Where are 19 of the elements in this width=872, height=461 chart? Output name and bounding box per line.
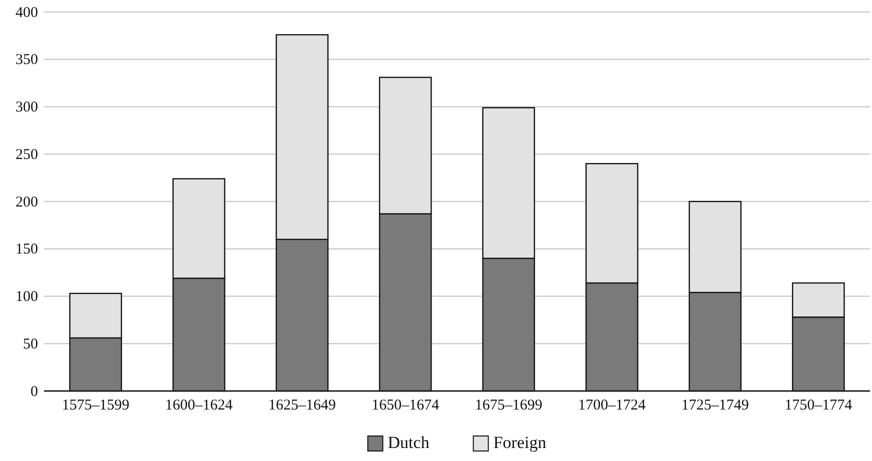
legend-label: Dutch [388,433,430,452]
y-tick-label: 200 [16,194,38,210]
y-tick-label: 0 [30,384,38,400]
y-tick-label: 250 [16,146,38,163]
y-tick-label: 100 [16,289,38,306]
x-tick-label: 1725–1749 [681,398,749,414]
y-tick-label: 400 [16,4,38,21]
y-tick-label: 350 [16,52,38,68]
y-tick-label: 300 [16,100,38,116]
x-tick-label: 1650–1674 [372,398,440,414]
x-tick-label: 1700–1724 [578,398,646,414]
x-tick-label: 1600–1624 [165,398,234,414]
legend-label: Foreign [493,433,547,452]
x-tick-label: 1575–1599 [62,398,130,414]
y-tick-label: 150 [16,242,38,258]
x-tick-label: 1675–1699 [474,398,542,414]
y-tick-label: 50 [23,336,38,352]
x-tick-label: 1625–1649 [268,398,336,414]
x-tick-label: 1750–1774 [784,398,853,414]
